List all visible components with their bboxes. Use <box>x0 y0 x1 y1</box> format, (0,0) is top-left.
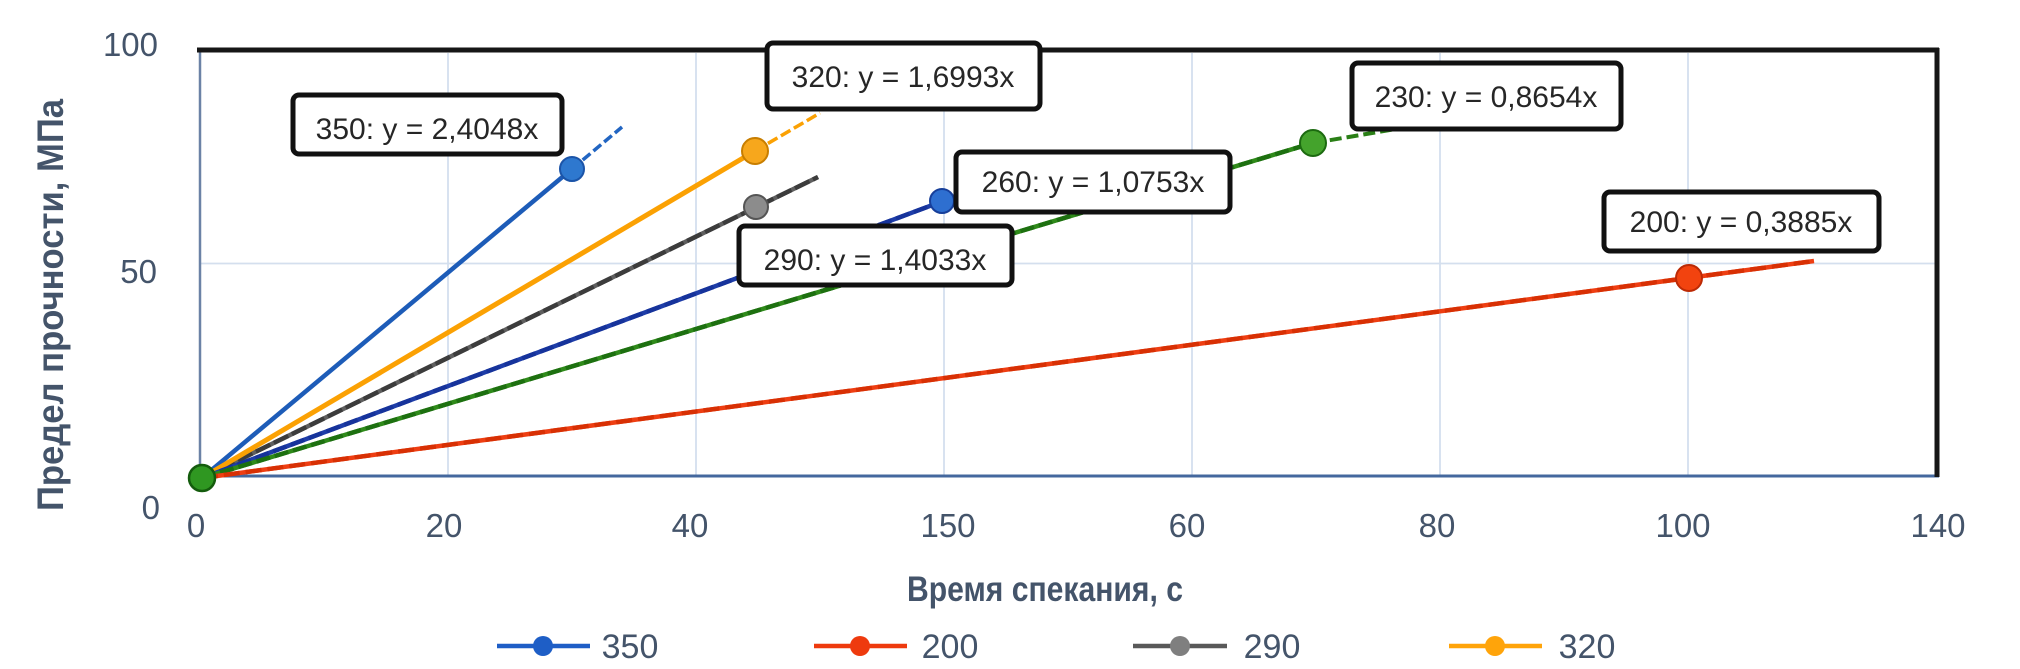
svg-text:50: 50 <box>120 253 157 290</box>
svg-text:350: y = 2,4048x: 350: y = 2,4048x <box>316 113 539 146</box>
svg-text:200: y = 0,3885x: 200: y = 0,3885x <box>1630 206 1853 239</box>
svg-text:230: y = 0,8654x: 230: y = 0,8654x <box>1375 81 1598 114</box>
svg-text:0: 0 <box>142 489 160 526</box>
svg-text:60: 60 <box>1169 507 1206 544</box>
svg-text:100: 100 <box>103 26 158 63</box>
svg-text:100: 100 <box>1655 507 1710 544</box>
svg-text:260: y = 1,0753x: 260: y = 1,0753x <box>982 166 1205 199</box>
svg-text:40: 40 <box>672 507 709 544</box>
svg-text:320: 320 <box>1559 628 1616 666</box>
svg-text:290: y = 1,4033x: 290: y = 1,4033x <box>764 244 987 277</box>
svg-text:80: 80 <box>1419 507 1456 544</box>
svg-text:320: y = 1,6993x: 320: y = 1,6993x <box>792 61 1015 94</box>
svg-text:0: 0 <box>187 507 205 544</box>
svg-text:290: 290 <box>1244 628 1301 666</box>
svg-text:200: 200 <box>922 628 979 666</box>
svg-text:150: 150 <box>920 507 975 544</box>
svg-text:350: 350 <box>602 628 659 666</box>
svg-text:Время спекания, с: Время спекания, с <box>907 570 1183 609</box>
svg-text:140: 140 <box>1910 507 1965 544</box>
svg-text:Предел прочности, МПа: Предел прочности, МПа <box>30 99 71 511</box>
svg-text:20: 20 <box>426 507 463 544</box>
